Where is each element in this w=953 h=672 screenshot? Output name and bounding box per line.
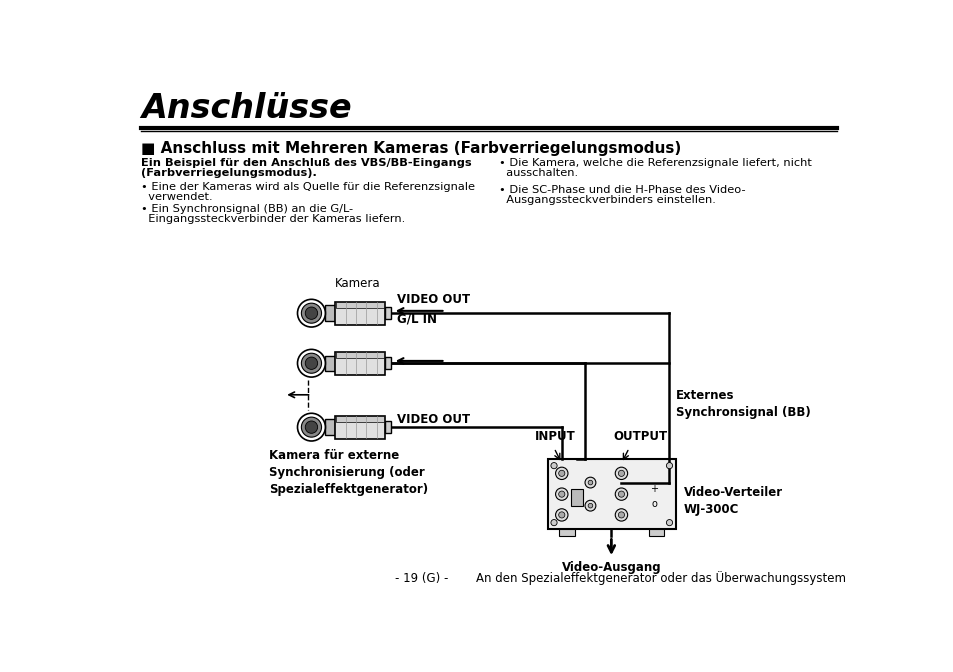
Circle shape (550, 519, 557, 526)
Circle shape (618, 470, 624, 476)
Bar (335, 351, 385, 375)
Text: • Die Kamera, welche die Referenzsignale liefert, nicht: • Die Kamera, welche die Referenzsignale… (498, 158, 811, 167)
Bar (335, 415, 383, 422)
Text: G/L IN: G/L IN (397, 313, 437, 326)
Text: Externes
Synchronsignal (BB): Externes Synchronsignal (BB) (675, 388, 810, 419)
Text: Ein Beispiel für den Anschluß des VBS/BB-Eingangs: Ein Beispiel für den Anschluß des VBS/BB… (141, 158, 471, 167)
Text: (Farbverriegelungsmodus).: (Farbverriegelungsmodus). (141, 168, 316, 178)
Bar (558, 529, 575, 536)
Circle shape (301, 353, 321, 373)
Bar (385, 307, 391, 319)
Circle shape (305, 357, 317, 370)
Circle shape (297, 413, 325, 441)
Circle shape (301, 303, 321, 323)
Circle shape (615, 488, 627, 500)
Bar (335, 302, 385, 325)
Circle shape (558, 491, 564, 497)
Text: ■ Anschluss mit Mehreren Kameras (Farbverriegelungsmodus): ■ Anschluss mit Mehreren Kameras (Farbve… (141, 140, 680, 156)
Text: • Ein Synchronsignal (BB) an die G/L-: • Ein Synchronsignal (BB) an die G/L- (141, 204, 353, 214)
Text: An den Spezialeffektgenerator oder das Überwachungssystem: An den Spezialeffektgenerator oder das Ü… (476, 571, 845, 585)
Circle shape (555, 467, 567, 480)
Text: INPUT: INPUT (534, 429, 575, 443)
Bar (325, 355, 335, 371)
Circle shape (550, 462, 557, 469)
Text: • Die SC-Phase und die H-Phase des Video-: • Die SC-Phase und die H-Phase des Video… (498, 185, 745, 195)
Circle shape (587, 503, 592, 508)
Text: Video-Verteiler
WJ-300C: Video-Verteiler WJ-300C (682, 487, 781, 516)
Text: Video-Ausgang: Video-Ausgang (561, 561, 660, 574)
Text: ausschalten.: ausschalten. (498, 168, 578, 178)
Circle shape (584, 477, 596, 488)
Circle shape (297, 349, 325, 377)
Text: Kamera: Kamera (335, 277, 380, 290)
Bar (385, 357, 391, 370)
Text: OUTPUT: OUTPUT (613, 429, 667, 443)
Circle shape (305, 421, 317, 433)
Text: verwendet.: verwendet. (141, 192, 213, 202)
Bar (547, 460, 675, 529)
Circle shape (297, 299, 325, 327)
Text: Anschlüsse: Anschlüsse (141, 92, 352, 125)
Bar (385, 421, 391, 433)
Bar (335, 302, 383, 308)
Circle shape (666, 519, 672, 526)
Circle shape (618, 491, 624, 497)
Bar (571, 489, 583, 506)
Circle shape (666, 462, 672, 469)
Text: +: + (649, 484, 658, 494)
Text: VIDEO OUT: VIDEO OUT (397, 293, 470, 306)
Text: • Eine der Kameras wird als Quelle für die Referenzsignale: • Eine der Kameras wird als Quelle für d… (141, 181, 475, 192)
Circle shape (615, 467, 627, 480)
Text: - 19 (G) -: - 19 (G) - (395, 572, 448, 585)
Text: Eingangssteckverbinder der Kameras liefern.: Eingangssteckverbinder der Kameras liefe… (141, 214, 405, 224)
Circle shape (301, 417, 321, 437)
Text: o: o (650, 499, 657, 509)
Circle shape (305, 307, 317, 319)
Text: Ausgangssteckverbinders einstellen.: Ausgangssteckverbinders einstellen. (498, 195, 715, 205)
Circle shape (558, 470, 564, 476)
Circle shape (555, 509, 567, 521)
Circle shape (615, 509, 627, 521)
Text: VIDEO OUT: VIDEO OUT (397, 413, 470, 426)
Bar (335, 415, 385, 439)
Circle shape (558, 512, 564, 518)
Bar (325, 419, 335, 435)
Bar (325, 306, 335, 321)
Circle shape (555, 488, 567, 500)
Bar (335, 351, 383, 358)
Circle shape (618, 512, 624, 518)
Circle shape (584, 500, 596, 511)
Text: Kamera für externe
Synchronisierung (oder
Spezialeffektgenerator): Kamera für externe Synchronisierung (ode… (269, 449, 428, 496)
Bar (648, 529, 663, 536)
Circle shape (587, 480, 592, 485)
